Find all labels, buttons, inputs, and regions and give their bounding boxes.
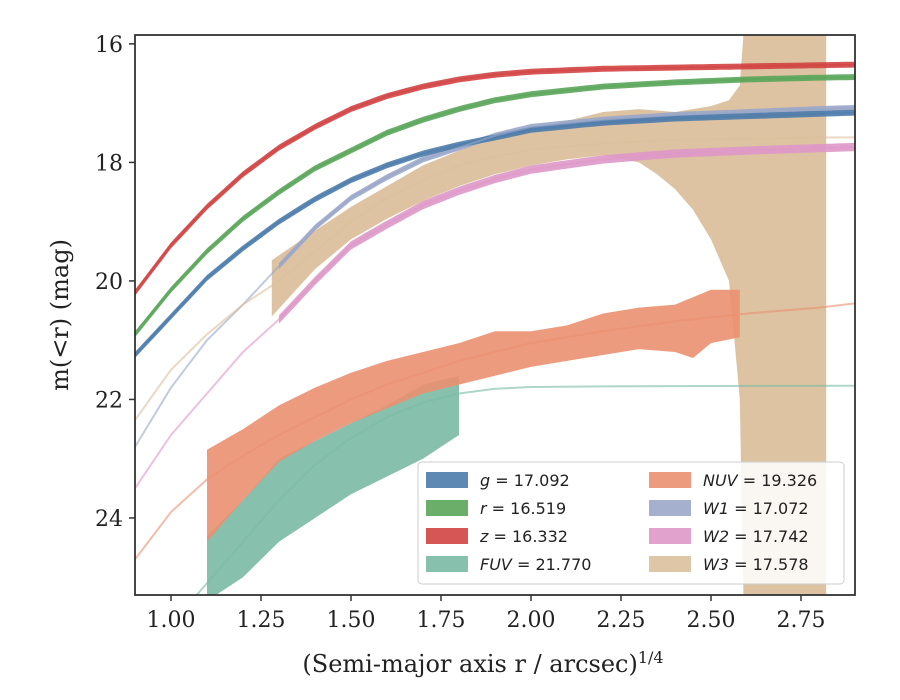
legend-swatch-z (426, 528, 468, 544)
band-fuv (207, 375, 459, 595)
legend-swatch-w2 (649, 528, 691, 544)
model-line-w3 (135, 136, 855, 421)
x-tick-label: 1.00 (147, 608, 196, 633)
legend-label-w3: W3 = 17.578 (703, 555, 809, 574)
legend-swatch-g (426, 472, 468, 488)
legend-label-r: r = 16.519 (480, 499, 566, 518)
legend-label-nuv: NUV = 19.326 (703, 471, 817, 490)
y-tick-label: 22 (95, 388, 123, 413)
legend-box (417, 461, 845, 585)
legend-label-w2: W2 = 17.742 (703, 527, 809, 546)
x-axis-label: (Semi-major axis r / arcsec)1/4 (302, 648, 663, 679)
model-line-fuv (195, 384, 855, 595)
legend-swatch-w1 (649, 500, 691, 516)
y-tick-label: 18 (95, 151, 123, 176)
legend-swatch-w3 (649, 556, 691, 572)
uncertainty-bands (135, 35, 855, 595)
legend-label-g: g = 17.092 (480, 471, 570, 490)
legend-swatch-fuv (426, 556, 468, 572)
legend-swatch-r (426, 500, 468, 516)
y-tick-label: 20 (95, 270, 123, 295)
legend-label-z: z = 16.332 (479, 527, 568, 546)
legend: g = 17.092 r = 16.519 z = 16.332 FUV = 21.7… (417, 461, 845, 585)
y-tick-label: 16 (95, 33, 123, 58)
y-tick-label: 24 (95, 507, 123, 532)
x-tick-label: 2.25 (597, 608, 646, 633)
x-tick-label: 2.50 (687, 608, 736, 633)
x-axis-ticks: 1.00 1.25 1.50 1.75 2.00 2.25 2.50 2.75 (147, 595, 826, 633)
model-line-g (135, 111, 855, 356)
model-line-w2 (135, 146, 855, 489)
y-axis-ticks: 16 18 20 22 24 (95, 33, 135, 532)
model-line-nuv (135, 302, 855, 561)
x-tick-label: 2.00 (507, 608, 556, 633)
model-line-r (135, 76, 855, 335)
band-w3 (271, 35, 827, 595)
legend-label-fuv: FUV = 21.770 (480, 555, 591, 574)
y-axis-label: m(<r) (mag) (46, 239, 74, 391)
x-tick-label: 1.50 (327, 608, 376, 633)
x-tick-label: 1.25 (237, 608, 286, 633)
model-line-z (135, 63, 855, 294)
x-tick-label: 1.75 (417, 608, 466, 633)
plot-frame (134, 34, 856, 596)
model-line-w1 (135, 106, 855, 448)
band-nuv (207, 289, 740, 542)
legend-swatch-nuv (649, 472, 691, 488)
series-lines (135, 63, 855, 595)
legend-label-w1: W1 = 17.072 (703, 499, 809, 518)
x-tick-label: 2.75 (777, 608, 826, 633)
